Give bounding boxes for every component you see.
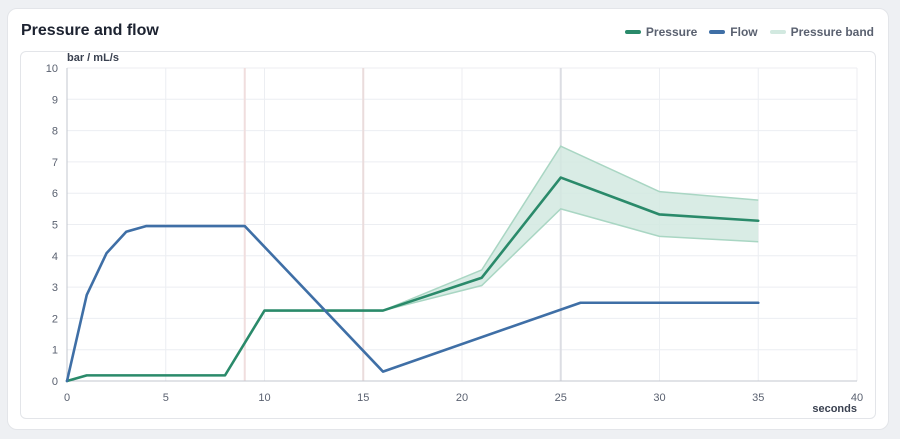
x-axis-label: seconds [812, 403, 857, 415]
x-tick-label: 5 [163, 392, 169, 404]
legend-label-flow: Flow [730, 25, 758, 39]
y-tick-label: 6 [52, 188, 58, 200]
x-tick-label: 20 [456, 392, 468, 404]
legend-item-flow[interactable]: Flow [709, 25, 758, 39]
pressure-series-line [65, 176, 760, 383]
x-tick-label: 0 [64, 392, 70, 404]
legend-swatch-pressure-band [769, 30, 786, 34]
y-tick-label: 1 [52, 345, 58, 357]
pressure-band-lower-edge [382, 208, 759, 312]
x-tick-label: 15 [357, 392, 369, 404]
y-tick-label: 4 [52, 251, 58, 263]
y-tick-label: 7 [52, 157, 58, 169]
x-tick-label: 10 [258, 392, 270, 404]
y-axis-label: bar / mL/s [67, 52, 119, 64]
chart-legend: Pressure Flow Pressure band [624, 25, 874, 39]
legend-label-pressure-band: Pressure band [790, 25, 874, 39]
legend-label-pressure: Pressure [645, 25, 698, 39]
flow-series-line [65, 224, 760, 383]
y-tick-label: 10 [46, 63, 58, 75]
y-tick-label: 5 [52, 220, 58, 232]
x-tick-label: 35 [752, 392, 764, 404]
pressure-band-area [383, 146, 759, 311]
pressure-band-upper-edge [382, 145, 759, 312]
x-tick-label: 25 [555, 392, 567, 404]
y-tick-label: 9 [52, 94, 58, 106]
y-tick-label: 2 [52, 313, 58, 325]
y-tick-label: 3 [52, 282, 58, 294]
y-tick-label: 8 [52, 126, 58, 138]
chart-title: Pressure and flow [21, 22, 159, 39]
x-tick-label: 40 [851, 392, 863, 404]
plot-frame [20, 51, 876, 419]
legend-item-pressure[interactable]: Pressure [624, 25, 698, 39]
legend-swatch-flow [709, 30, 726, 34]
legend-item-pressure-band[interactable]: Pressure band [769, 25, 874, 39]
legend-swatch-pressure [624, 30, 641, 34]
y-tick-label: 0 [52, 376, 58, 388]
x-tick-label: 30 [653, 392, 665, 404]
